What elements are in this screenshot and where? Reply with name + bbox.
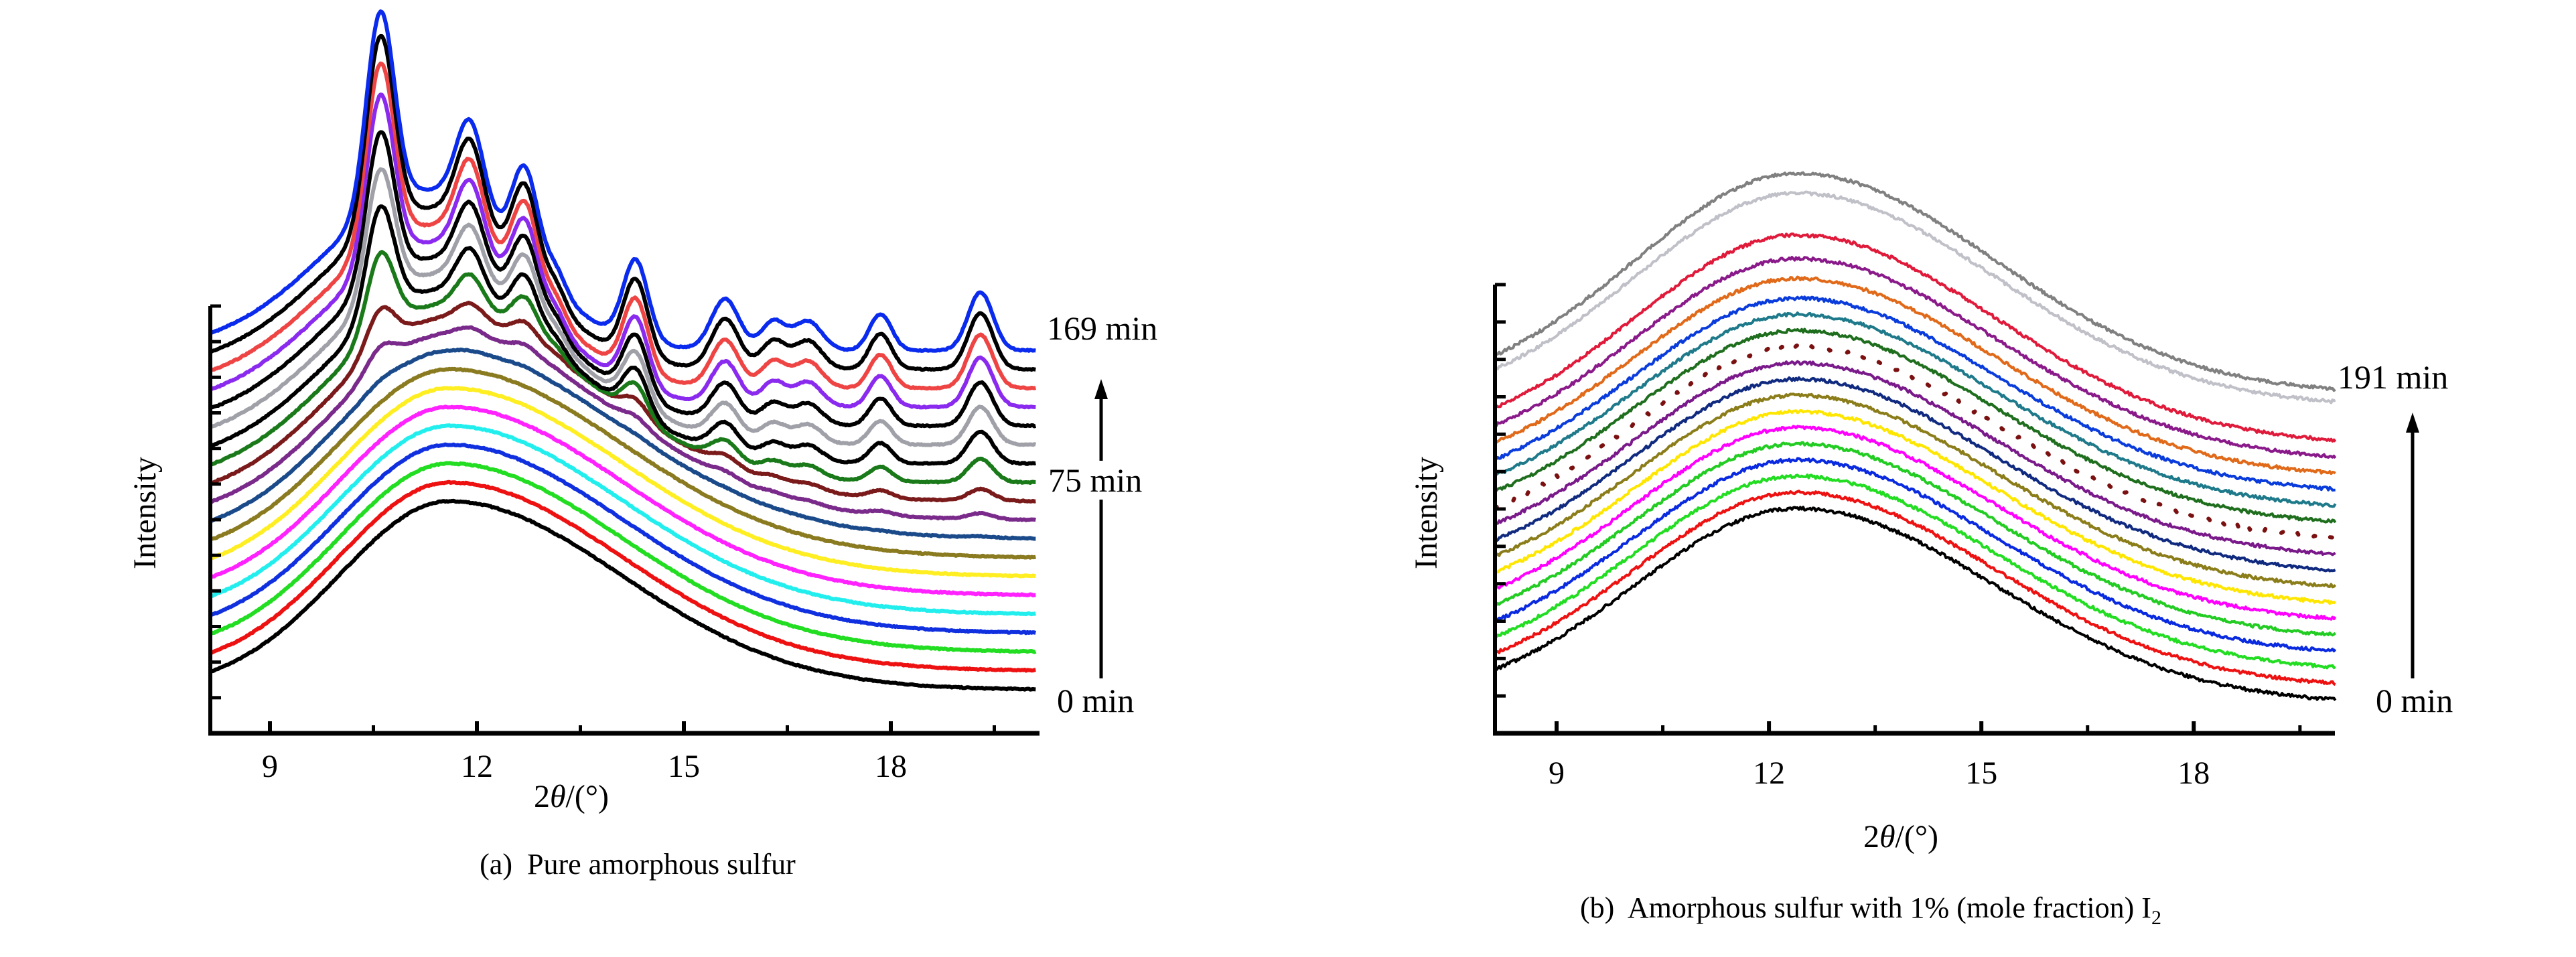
series-line-17 [209,61,1037,391]
series-line-10 [209,325,1037,522]
series-line-16 [1494,256,2337,459]
panel-a-label-75min: 75 min [1048,461,1142,499]
series-line-10 [1494,360,2336,557]
series-line-7 [208,386,1037,579]
panel-b-axes: 9 12 15 18 [1493,283,2335,791]
series-line-6 [209,404,1037,597]
series-line-1 [1494,506,2337,701]
series-line-19 [1494,171,2336,392]
series-line-15 [1494,275,2336,475]
panel-b-label-191min: 191 min [2338,358,2448,396]
series-line-12 [1494,327,2337,524]
series-line-3 [209,461,1037,654]
series-line-2 [1494,490,2336,686]
series-line-11 [1493,343,2338,540]
x-tick-label: 9 [262,749,278,784]
panel-b-xlabel: 2θ/(°) [1863,819,1938,855]
panel-b-label-0min: 0 min [2376,682,2453,719]
series-line-18 [1494,190,2336,404]
series-line-5 [209,423,1037,617]
series-line-13 [209,204,1037,466]
panel-b-arrowhead [2406,413,2419,433]
panel-a-xlabel: 2θ/(°) [534,779,609,814]
series-line-2 [209,480,1037,673]
x-tick-label: 18 [875,749,907,784]
series-line-18 [209,33,1037,372]
series-line-15 [208,130,1037,429]
panel-a-ylabel: Intensity [127,457,163,569]
panel-b-caption: (b) Amorphous sulfur with 1% (mole fract… [1580,891,2161,929]
x-tick-label: 18 [2177,755,2210,791]
series-line-12 [209,250,1037,485]
series-line-19 [209,9,1037,353]
series-line-16 [209,92,1037,410]
series-line-1 [208,498,1037,692]
panel-b-curves [1493,171,2338,701]
series-line-11 [209,301,1037,504]
x-tick-label: 15 [1965,755,1997,791]
panel-a-arrowhead [1094,379,1108,399]
panel-a-curves [208,9,1037,692]
series-line-9 [209,348,1037,541]
series-line-9 [1494,376,2336,573]
series-line-5 [1494,441,2337,637]
panel-b-ylabel: Intensity [1409,457,1444,569]
series-line-7 [1494,409,2337,605]
series-line-8 [208,366,1037,560]
series-line-17 [1494,232,2337,443]
x-tick-label: 12 [1753,755,1785,791]
panel-a-caption: (a) Pure amorphous sulfur [480,848,796,881]
panel-a-label-0min: 0 min [1057,682,1134,719]
series-line-14 [209,167,1037,447]
series-line-4 [209,442,1037,636]
panel-a-axes: 9 12 15 18 [208,304,1040,784]
series-line-13 [1494,311,2337,508]
panel-b-iodine-sulfur: 9 12 15 18 Intensity 2θ/(°) 191 min 0 min (… [1409,171,2453,929]
panel-a-pure-sulfur: 9 12 15 18 Intensity 2θ/(°) 169 min 75 min … [127,9,1172,881]
x-tick-label: 12 [461,749,493,784]
series-line-3 [1494,473,2336,670]
series-line-14 [1494,295,2336,492]
series-line-6 [1494,425,2337,621]
x-tick-label: 15 [668,749,700,784]
x-tick-label: 9 [1549,755,1565,791]
series-line-4 [1494,457,2337,653]
panel-a-label-169min: 169 min [1047,309,1157,347]
series-line-8 [1494,392,2337,589]
